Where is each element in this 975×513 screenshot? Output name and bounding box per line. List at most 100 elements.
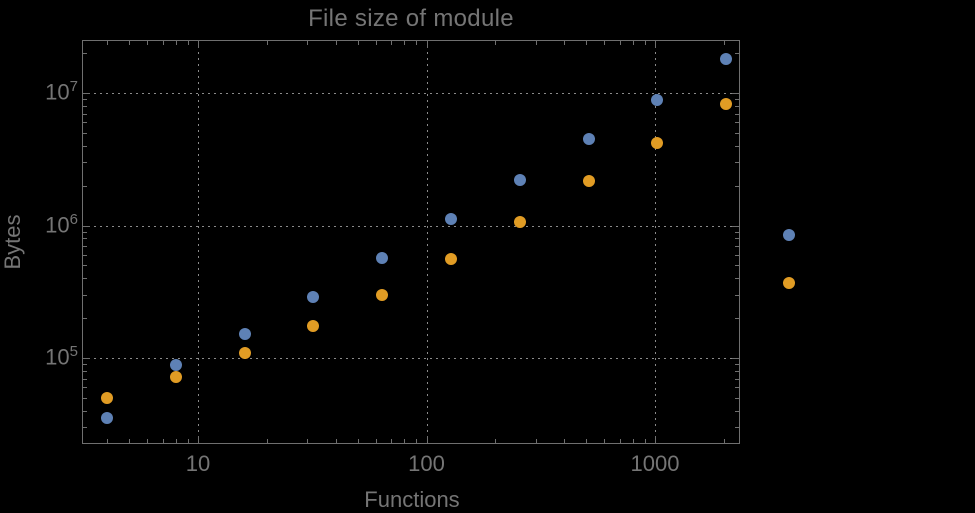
y-tick <box>83 145 87 147</box>
x-tick <box>723 439 725 443</box>
y-tick-label: 106 <box>45 210 78 238</box>
x-tick-label: 100 <box>408 451 445 476</box>
x-tick <box>723 41 725 45</box>
y-gridline <box>82 93 740 94</box>
x-tick <box>416 41 418 45</box>
x-tick <box>564 439 566 443</box>
data-point-series-2-orange-x8 <box>169 370 182 383</box>
x-tick <box>535 41 537 45</box>
x-gridline <box>198 40 199 444</box>
y-tick <box>735 410 739 412</box>
y-tick <box>735 254 739 256</box>
y-tick <box>83 231 87 233</box>
x-tick <box>632 41 634 45</box>
y-tick <box>83 397 87 399</box>
y-tick <box>83 378 87 380</box>
y-tick <box>83 364 87 366</box>
y-tick <box>83 122 87 124</box>
data-point-series-1-blue-x1024 <box>651 93 664 106</box>
x-tick <box>107 439 109 443</box>
data-point-series-2-orange-x256 <box>513 215 526 228</box>
x-tick <box>162 439 164 443</box>
data-point-series-1-blue-x256 <box>513 173 526 186</box>
x-tick <box>187 41 189 45</box>
x-tick <box>619 41 621 45</box>
y-tick <box>83 358 90 359</box>
x-tick <box>644 439 646 443</box>
y-tick-label: 107 <box>45 78 78 105</box>
data-point-series-1-blue-x64 <box>376 251 389 264</box>
x-tick <box>266 439 268 443</box>
y-tick <box>83 93 90 94</box>
y-tick <box>735 278 739 280</box>
y-tick <box>735 53 739 55</box>
y-tick <box>83 132 87 134</box>
y-tick <box>735 387 739 389</box>
x-tick <box>307 439 309 443</box>
x-tick <box>416 439 418 443</box>
y-tick <box>83 294 87 296</box>
x-tick <box>335 439 337 443</box>
y-tick <box>83 318 87 320</box>
x-tick <box>187 439 189 443</box>
data-point-series-2-orange-x512 <box>582 175 595 188</box>
y-tick <box>83 254 87 256</box>
x-tick <box>147 41 149 45</box>
x-gridline <box>655 40 656 444</box>
x-tick <box>586 439 588 443</box>
x-tick <box>266 41 268 45</box>
y-tick <box>735 318 739 320</box>
x-tick <box>147 439 149 443</box>
y-tick <box>735 145 739 147</box>
x-tick <box>644 41 646 45</box>
x-tick <box>107 41 109 45</box>
data-point-series-2-orange-x4 <box>101 391 114 404</box>
y-gridline <box>82 358 740 359</box>
y-tick <box>735 231 739 233</box>
y-tick <box>735 427 739 429</box>
x-tick-label: 10 <box>185 451 211 476</box>
y-tick <box>83 113 87 115</box>
y-tick <box>735 105 739 107</box>
x-tick <box>129 439 131 443</box>
x-tick <box>495 439 497 443</box>
y-tick <box>83 370 87 372</box>
data-point-series-1-blue-x128 <box>444 213 457 226</box>
x-tick <box>404 439 406 443</box>
x-tick <box>175 41 177 45</box>
data-point-series-2-orange-x1024 <box>651 136 664 149</box>
y-tick <box>732 93 739 94</box>
x-tick <box>619 439 621 443</box>
data-point-series-1-blue-x512 <box>582 133 595 146</box>
y-tick <box>732 225 739 227</box>
x-tick <box>357 41 359 45</box>
y-tick <box>83 225 90 227</box>
y-tick <box>732 358 739 359</box>
x-tick <box>655 436 656 443</box>
x-tick <box>535 439 537 443</box>
y-tick <box>735 162 739 164</box>
x-tick <box>426 436 428 443</box>
x-tick <box>307 41 309 45</box>
y-tick <box>735 246 739 248</box>
y-tick <box>83 278 87 280</box>
x-tick <box>391 41 393 45</box>
x-tick <box>495 41 497 45</box>
data-point-series-1-blue-x4 <box>101 411 114 424</box>
data-point-series-2-orange-x16 <box>238 346 251 359</box>
x-tick <box>198 436 199 443</box>
x-tick-label: 1000 <box>630 451 680 476</box>
y-tick <box>83 427 87 429</box>
data-point-series-2-orange-x128 <box>444 253 457 266</box>
legend-marker-series-1-blue <box>783 229 795 241</box>
y-tick <box>83 387 87 389</box>
data-point-series-1-blue-x8 <box>169 359 182 372</box>
y-tick <box>83 238 87 240</box>
x-tick <box>129 41 131 45</box>
x-tick <box>655 41 656 48</box>
y-tick <box>735 113 739 115</box>
y-tick <box>735 265 739 267</box>
x-tick <box>175 439 177 443</box>
y-tick <box>83 185 87 187</box>
y-tick <box>735 294 739 296</box>
